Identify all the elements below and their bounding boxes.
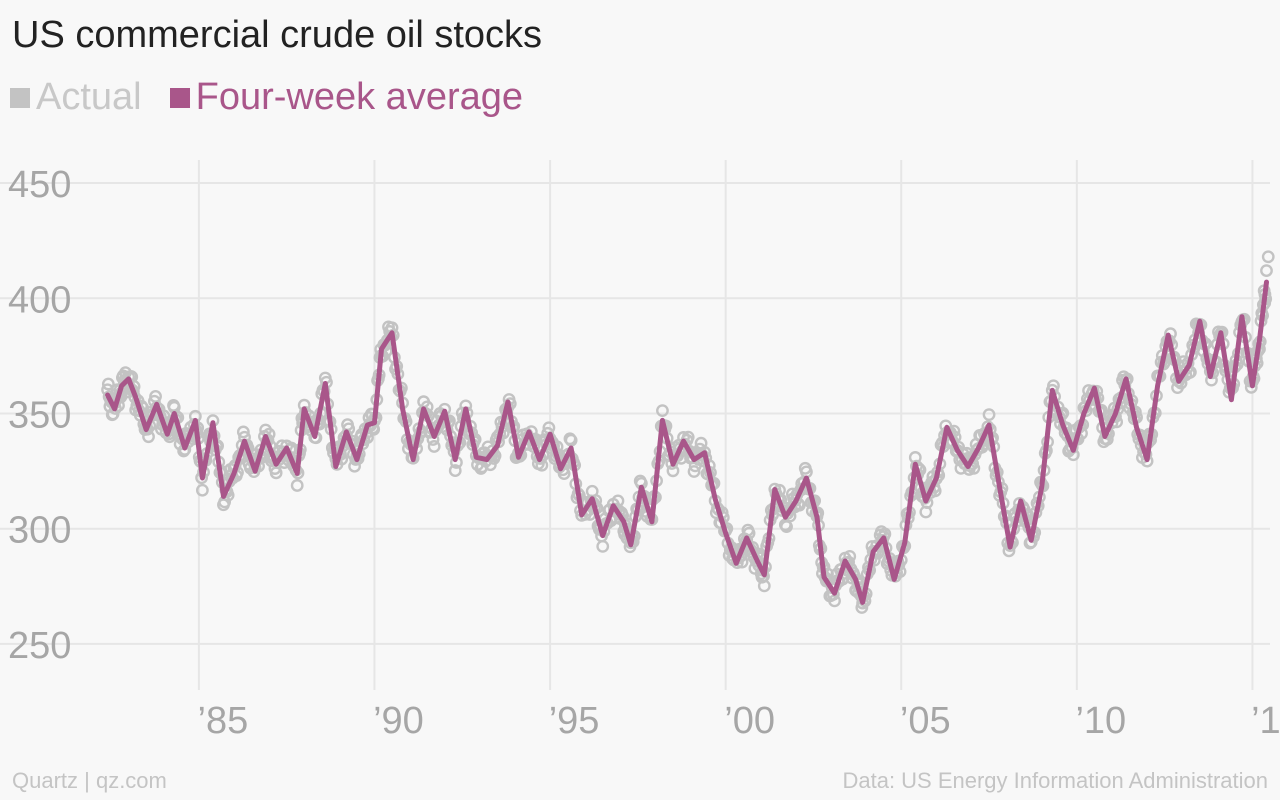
- actual-point: [290, 479, 304, 492]
- series-four-week-average: [105, 279, 1269, 605]
- actual-point: [757, 579, 771, 593]
- actual-point: [596, 539, 610, 553]
- actual-point: [843, 549, 857, 563]
- actual-point: [236, 425, 250, 439]
- y-tick-label-400: 400: [8, 279, 71, 321]
- chart-title: US commercial crude oil stocks: [12, 14, 543, 56]
- legend-label-actual: Actual: [36, 76, 142, 118]
- series-actual: [101, 250, 1275, 614]
- actual-point: [427, 440, 441, 453]
- y-axis-ticks: 450 400 350 300 250: [8, 164, 71, 667]
- y-tick-label-350: 350: [8, 394, 71, 436]
- actual-point: [656, 404, 669, 418]
- y-tick-label-450: 450: [8, 164, 71, 206]
- actual-point: [687, 465, 701, 478]
- source-credit: Quartz | qz.com: [12, 768, 167, 793]
- x-tick-label-1990: ’90: [373, 700, 424, 742]
- legend-item-four-week-average: Four-week average: [169, 76, 524, 119]
- x-tick-label-2000: ’00: [724, 700, 775, 742]
- x-tick-label-1985: ’85: [198, 700, 249, 742]
- x-tick-label-2010: ’10: [1075, 700, 1126, 742]
- actual-point: [1260, 264, 1273, 278]
- actual-point: [666, 464, 680, 478]
- actual-point: [681, 430, 695, 444]
- actual-point: [780, 520, 793, 534]
- actual-point: [269, 466, 283, 480]
- x-tick-label-1995: ’95: [549, 700, 600, 742]
- y-tick-label-250: 250: [8, 625, 71, 667]
- actual-point: [101, 377, 115, 391]
- actual-point: [448, 464, 462, 477]
- actual-point: [557, 467, 571, 480]
- y-tick-label-300: 300: [8, 510, 71, 552]
- actual-point: [195, 483, 209, 497]
- actual-point: [564, 433, 578, 447]
- four-week-average-line: [105, 279, 1269, 605]
- legend: Actual Four-week average: [10, 76, 551, 119]
- data-source: Data: US Energy Information Administrati…: [842, 768, 1268, 793]
- x-tick-label-2015: ’15: [1251, 700, 1280, 742]
- legend-label-four-week-average: Four-week average: [195, 76, 524, 118]
- legend-swatch-actual: [10, 87, 30, 108]
- x-tick-label-2005: ’05: [900, 700, 951, 742]
- x-axis-ticks: ’85 ’90 ’95 ’00 ’05 ’10 ’15: [198, 700, 1280, 742]
- legend-item-actual: Actual: [10, 76, 142, 119]
- actual-point: [982, 408, 996, 422]
- legend-swatch-four-week-average: [169, 87, 190, 108]
- actual-point: [1261, 250, 1275, 264]
